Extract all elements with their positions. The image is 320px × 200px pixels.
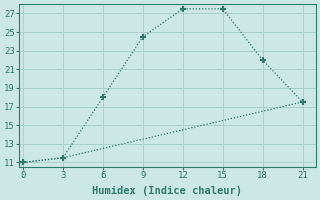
X-axis label: Humidex (Indice chaleur): Humidex (Indice chaleur) [92, 186, 243, 196]
